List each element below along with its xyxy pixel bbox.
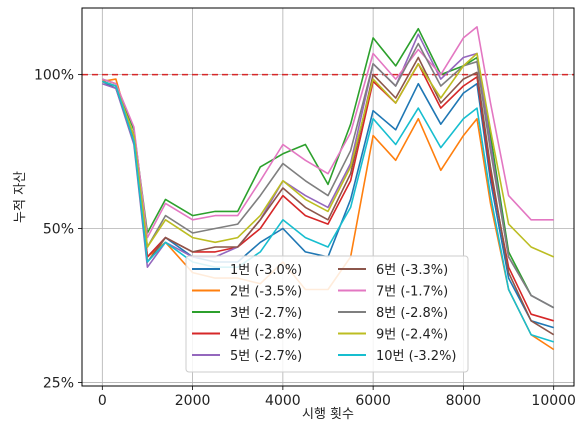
legend-entry: 1번 (-3.0%) <box>230 263 302 278</box>
y-tick-label: 25% <box>43 375 74 391</box>
series-line-8 <box>102 42 555 309</box>
legend-entry: 10번 (-3.2%) <box>376 349 457 364</box>
legend-entry: 5번 (-2.7%) <box>230 349 302 364</box>
series-layer <box>101 26 555 351</box>
plot-frame <box>81 7 575 387</box>
series-line-5 <box>102 33 555 309</box>
legend-entry: 2번 (-3.5%) <box>230 285 302 300</box>
series-line-10 <box>102 80 554 343</box>
legend-entry: 8번 (-2.8%) <box>376 306 448 321</box>
ticks: 0 2000 4000 6000 8000 10000 25% 50% 100% <box>34 68 576 409</box>
y-tick-label: 50% <box>43 222 74 238</box>
x-tick-label: 4000 <box>265 393 301 409</box>
legend-entry: 6번 (-3.3%) <box>376 263 448 278</box>
y-axis-label: 누적 자산 <box>13 171 28 223</box>
legend-box <box>185 255 469 373</box>
x-tick-label: 10000 <box>531 393 576 409</box>
x-tick-label: 6000 <box>355 393 391 409</box>
x-tick-label: 2000 <box>175 393 211 409</box>
legend-entry: 9번 (-2.4%) <box>376 328 448 343</box>
series-line-6 <box>102 56 555 336</box>
legend-entry: 7번 (-1.7%) <box>376 285 448 300</box>
series-line-7 <box>102 26 554 239</box>
y-tick-label: 100% <box>34 68 74 84</box>
x-tick-label: 0 <box>98 393 107 409</box>
series-line-9 <box>102 52 555 258</box>
x-axis-label: 시행 횟수 <box>302 406 354 422</box>
x-tick-label: 8000 <box>446 393 482 409</box>
legend: 1번 (-3.0%) 2번 (-3.5%) 3번 (-2.7%) 4번 (-2.8%)… <box>185 255 469 373</box>
legend-entry: 4번 (-2.8%) <box>230 328 302 343</box>
legend-entry: 3번 (-2.7%) <box>230 306 302 321</box>
